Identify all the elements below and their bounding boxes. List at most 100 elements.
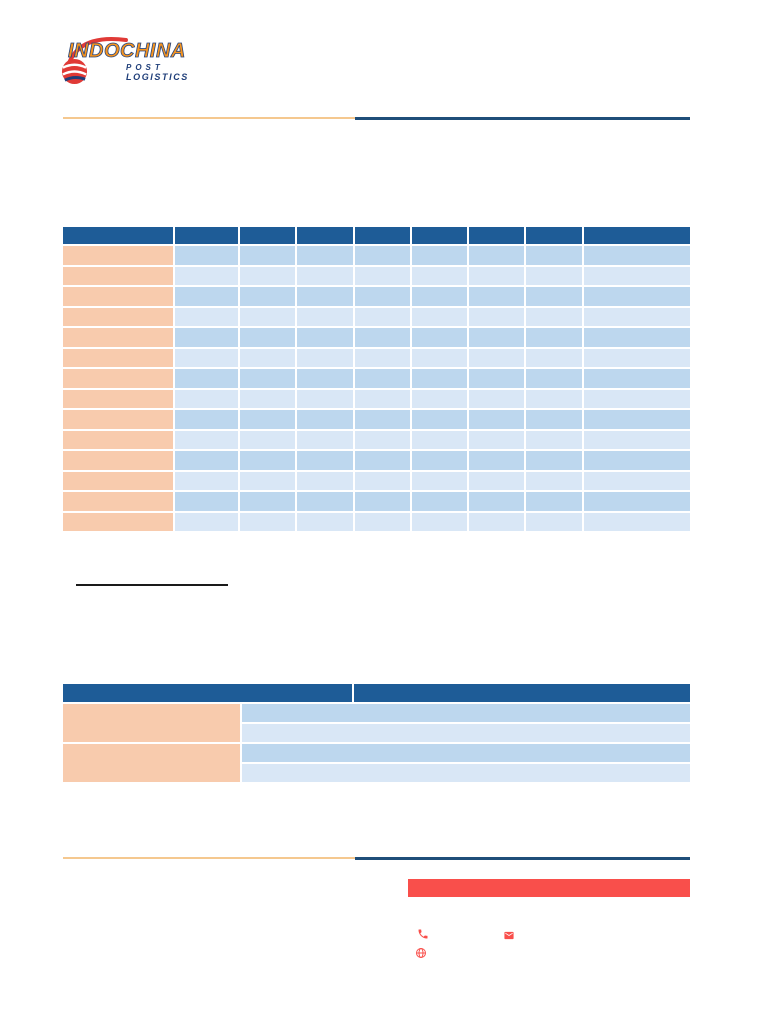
rate-table-cell bbox=[584, 369, 690, 388]
rate-table-cell bbox=[175, 471, 238, 490]
rate-table-cell bbox=[175, 369, 238, 388]
rate-table-row-label bbox=[63, 430, 173, 449]
rate-table-cell bbox=[584, 348, 690, 367]
rate-table-cell bbox=[297, 492, 353, 511]
rate-table-cell bbox=[297, 471, 353, 490]
rate-table-row-label bbox=[63, 287, 173, 306]
rate-table-cell bbox=[412, 512, 467, 531]
rate-table-cell bbox=[355, 287, 410, 306]
rate-table-cell bbox=[469, 471, 524, 490]
rate-table-row-label bbox=[63, 389, 173, 408]
rate-table-cell bbox=[469, 307, 524, 326]
rate-table-cell bbox=[584, 287, 690, 306]
rate-table-cell bbox=[355, 512, 410, 531]
rate-table-cell bbox=[240, 389, 295, 408]
rate-table-cell bbox=[526, 512, 582, 531]
rate-table-cell bbox=[175, 389, 238, 408]
rate-table-row-label bbox=[63, 512, 173, 531]
rate-table-cell bbox=[526, 430, 582, 449]
rate-table-cell bbox=[469, 512, 524, 531]
divider-navy-segment bbox=[355, 856, 690, 860]
logo-title: INDOCHINA bbox=[68, 40, 186, 63]
rate-table-cell bbox=[584, 492, 690, 511]
rate-table-cell bbox=[469, 328, 524, 347]
rate-table-row-label bbox=[63, 492, 173, 511]
logo-logistics-text: LOGISTICS bbox=[126, 72, 189, 82]
rate-table-cell bbox=[175, 307, 238, 326]
rate-table-cell bbox=[297, 348, 353, 367]
rate-table-cell bbox=[469, 430, 524, 449]
info-table-label bbox=[63, 704, 240, 742]
rate-table-cell bbox=[412, 471, 467, 490]
rate-table-cell bbox=[584, 307, 690, 326]
rate-table-cell bbox=[584, 328, 690, 347]
rate-table-cell bbox=[355, 307, 410, 326]
note-underline bbox=[76, 570, 228, 586]
rate-table-cell bbox=[526, 369, 582, 388]
rate-table-cell bbox=[526, 287, 582, 306]
rate-table-cell bbox=[175, 512, 238, 531]
rate-table bbox=[63, 227, 690, 531]
divider-orange-segment bbox=[63, 857, 355, 859]
rate-table-cell bbox=[412, 430, 467, 449]
globe-logo-icon bbox=[61, 58, 88, 85]
rate-table-cell bbox=[526, 328, 582, 347]
rate-table-cell bbox=[297, 451, 353, 470]
rate-table-cell bbox=[469, 246, 524, 265]
rate-table-cell bbox=[526, 471, 582, 490]
rate-table-cell bbox=[412, 348, 467, 367]
logo: INDOCHINA POST LOGISTICS bbox=[60, 33, 220, 91]
rate-table-row-label bbox=[63, 369, 173, 388]
rate-table-cell bbox=[240, 430, 295, 449]
rate-table-cell bbox=[526, 307, 582, 326]
rate-table-cell bbox=[240, 266, 295, 285]
mail-icon bbox=[503, 930, 515, 941]
rate-table-cell bbox=[355, 389, 410, 408]
globe-icon bbox=[415, 947, 427, 959]
rate-table-cell bbox=[297, 287, 353, 306]
rate-table-cell bbox=[297, 410, 353, 429]
rate-table-row-label bbox=[63, 410, 173, 429]
rate-table-header-cell bbox=[355, 227, 410, 244]
rate-table-cell bbox=[469, 348, 524, 367]
rate-table-header-cell bbox=[63, 227, 173, 244]
rate-table-row-label bbox=[63, 307, 173, 326]
rate-table-cell bbox=[175, 266, 238, 285]
rate-table-header-cell bbox=[240, 227, 295, 244]
rate-table-cell bbox=[584, 410, 690, 429]
rate-table-cell bbox=[240, 246, 295, 265]
rate-table-cell bbox=[175, 348, 238, 367]
rate-table-row-label bbox=[63, 451, 173, 470]
rate-table-cell bbox=[584, 389, 690, 408]
rate-table-cell bbox=[240, 369, 295, 388]
rate-table-cell bbox=[526, 348, 582, 367]
rate-table-header-cell bbox=[469, 227, 524, 244]
rate-table-cell bbox=[175, 451, 238, 470]
rate-table-cell bbox=[584, 430, 690, 449]
rate-table-cell bbox=[412, 389, 467, 408]
rate-table-cell bbox=[175, 246, 238, 265]
info-table-header bbox=[63, 684, 690, 702]
rate-table-cell bbox=[526, 410, 582, 429]
divider-navy-segment bbox=[355, 116, 690, 120]
info-table-value bbox=[242, 764, 690, 782]
rate-table-cell bbox=[240, 287, 295, 306]
phone-icon bbox=[417, 928, 429, 940]
rate-table-cell bbox=[412, 451, 467, 470]
rate-table-cell bbox=[526, 246, 582, 265]
rate-table-cell bbox=[240, 328, 295, 347]
rate-table-cell bbox=[175, 410, 238, 429]
rate-table-cell bbox=[355, 471, 410, 490]
rate-table-cell bbox=[175, 328, 238, 347]
info-table-value bbox=[242, 744, 690, 762]
rate-table-cell bbox=[526, 266, 582, 285]
rate-table-cell bbox=[412, 369, 467, 388]
rate-table-cell bbox=[526, 451, 582, 470]
rate-table-cell bbox=[240, 348, 295, 367]
rate-table-header-cell bbox=[584, 227, 690, 244]
section-divider-top bbox=[63, 116, 690, 120]
rate-table-cell bbox=[297, 246, 353, 265]
rate-table-cell bbox=[175, 430, 238, 449]
info-table-label bbox=[63, 744, 240, 782]
